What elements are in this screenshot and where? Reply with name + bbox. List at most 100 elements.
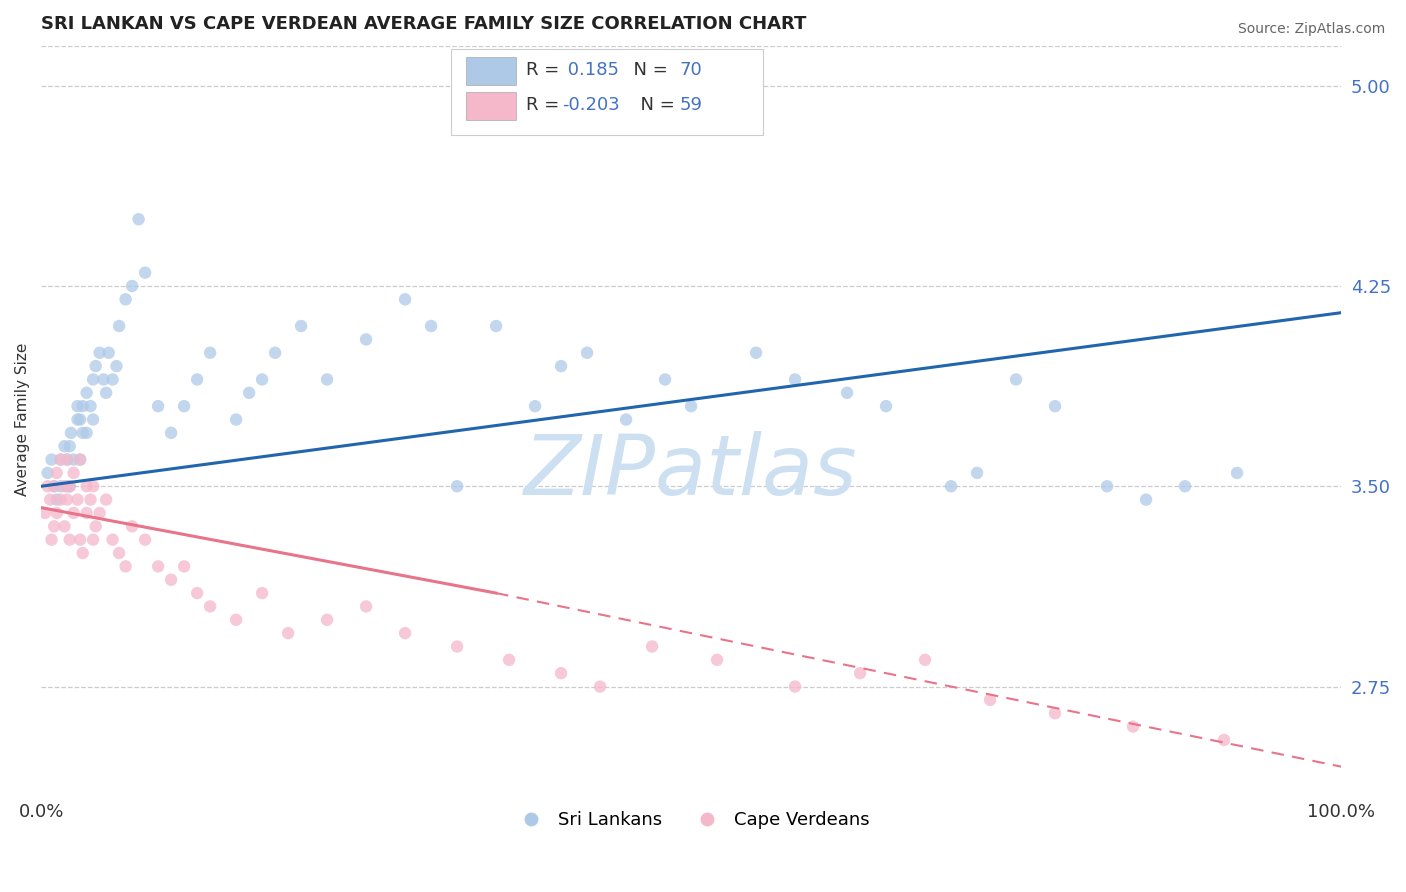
Point (97, 345, 120, 359)
Point (316, 613, 339, 627)
Point (49, 452, 72, 467)
Point (835, 385, 858, 400)
Point (576, 345, 599, 359)
Point (250, 372, 273, 386)
Point (146, 559, 169, 574)
Point (394, 293, 416, 307)
Text: 70: 70 (679, 61, 702, 78)
Point (69, 452, 91, 467)
Point (914, 653, 936, 667)
FancyBboxPatch shape (450, 49, 762, 136)
Point (42, 479, 65, 493)
Point (394, 626, 416, 640)
Point (614, 412, 637, 426)
Point (745, 345, 768, 359)
Point (59, 533, 82, 547)
Point (76, 479, 98, 493)
Point (66, 412, 89, 426)
Point (82, 412, 104, 426)
Point (59, 439, 82, 453)
Point (53, 479, 76, 493)
Point (56, 479, 79, 493)
Point (89, 506, 111, 520)
Point (69, 412, 91, 426)
Point (84, 359, 107, 373)
Y-axis label: Average Family Size: Average Family Size (15, 343, 30, 496)
Point (849, 666, 872, 681)
Point (72, 546, 94, 560)
Point (49, 492, 72, 507)
Point (939, 479, 962, 493)
Point (550, 359, 572, 373)
Text: -0.203: -0.203 (562, 96, 620, 114)
Point (966, 466, 988, 480)
Point (93, 372, 115, 386)
Point (173, 399, 195, 413)
Text: R =: R = (526, 96, 565, 114)
Point (290, 319, 312, 334)
Point (316, 372, 339, 386)
Point (446, 640, 468, 654)
Point (42, 519, 65, 533)
Point (72, 425, 94, 440)
Point (76, 506, 98, 520)
Point (62, 452, 84, 467)
Point (160, 425, 183, 440)
Point (101, 533, 124, 547)
Point (121, 279, 143, 293)
Text: N =: N = (628, 96, 681, 114)
Point (60, 425, 83, 440)
Point (39, 492, 62, 507)
Point (524, 399, 547, 413)
Point (69, 533, 91, 547)
Point (105, 359, 128, 373)
Point (49, 479, 72, 493)
Point (49, 452, 72, 467)
Text: 0.185: 0.185 (562, 61, 620, 78)
Point (485, 319, 508, 334)
Point (1135, 492, 1157, 507)
Point (225, 412, 247, 426)
Point (198, 345, 221, 359)
Point (76, 385, 98, 400)
Point (45, 506, 67, 520)
Point (277, 626, 299, 640)
Point (550, 666, 572, 681)
Point (134, 533, 156, 547)
Point (225, 613, 247, 627)
Point (76, 425, 98, 440)
Point (101, 372, 124, 386)
Point (59, 479, 82, 493)
Point (56, 492, 79, 507)
Text: SRI LANKAN VS CAPE VERDEAN AVERAGE FAMILY SIZE CORRELATION CHART: SRI LANKAN VS CAPE VERDEAN AVERAGE FAMIL… (41, 15, 807, 33)
Point (654, 372, 676, 386)
Point (94, 385, 117, 400)
Text: Source: ZipAtlas.com: Source: ZipAtlas.com (1237, 22, 1385, 37)
Point (56, 452, 79, 467)
Point (498, 653, 520, 667)
Point (354, 599, 377, 614)
Point (42, 479, 65, 493)
Point (198, 599, 221, 614)
Point (41, 452, 63, 467)
Point (45, 466, 67, 480)
Point (66, 399, 89, 413)
Point (66, 492, 89, 507)
Point (446, 479, 468, 493)
Point (108, 546, 131, 560)
Point (238, 385, 260, 400)
Point (121, 519, 143, 533)
Text: R =: R = (526, 61, 565, 78)
Point (94, 492, 117, 507)
Point (681, 399, 703, 413)
Point (34, 506, 56, 520)
Point (37, 466, 59, 480)
Point (354, 332, 377, 346)
Point (41, 533, 63, 547)
Point (79, 399, 101, 413)
Point (783, 372, 806, 386)
Point (875, 399, 897, 413)
Point (134, 266, 156, 280)
Point (59, 479, 82, 493)
Point (641, 640, 664, 654)
